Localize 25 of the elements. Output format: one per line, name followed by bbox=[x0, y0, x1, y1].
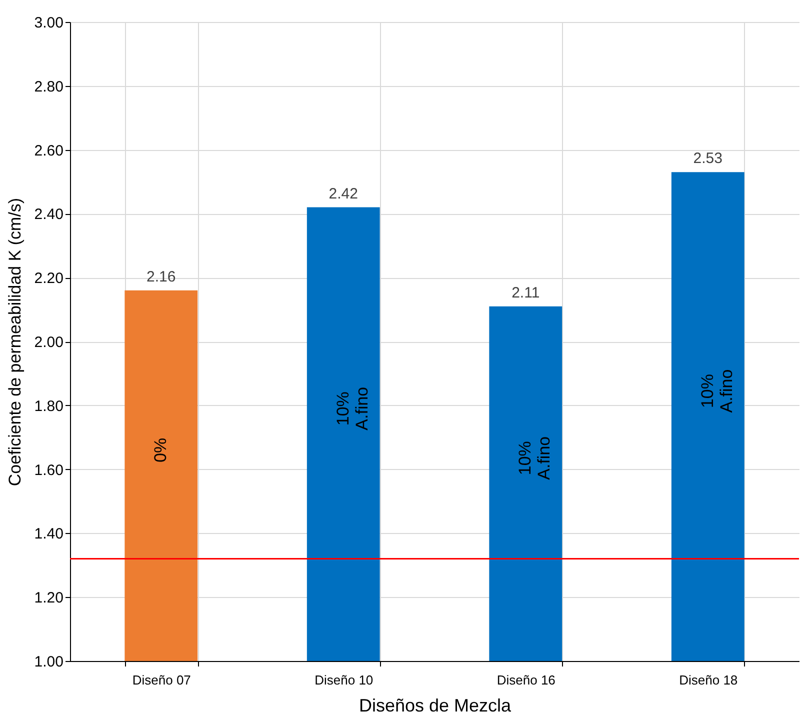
y-tick-label: 1.40 bbox=[34, 526, 64, 543]
y-tick-label: 2.60 bbox=[34, 142, 64, 160]
data-label: 2.42 bbox=[328, 185, 358, 202]
annotation: 10% A.fino bbox=[698, 369, 736, 413]
y-tick-label: 2.80 bbox=[34, 78, 64, 96]
y-tick-label: 3.00 bbox=[34, 14, 64, 32]
y-tick-label: 1.80 bbox=[34, 398, 64, 415]
data-label: 2.11 bbox=[512, 284, 540, 302]
y-tick-label: 1.60 bbox=[34, 462, 64, 479]
x-tick-label: Diseño 18 bbox=[679, 672, 738, 688]
annotation: 0% bbox=[151, 438, 170, 462]
x-tick-label: Diseño 16 bbox=[496, 672, 556, 688]
annotation: 10% A.fino bbox=[333, 386, 372, 430]
x-tick-label: Diseño 10 bbox=[314, 672, 374, 688]
y-tick-label: 2.40 bbox=[34, 206, 64, 224]
data-label: 2.16 bbox=[146, 268, 176, 286]
y-tick-label: 1.00 bbox=[34, 654, 64, 670]
y-axis-title: Coeficiente de permeabilidad K (cm/s) bbox=[5, 198, 24, 486]
y-tick-label: 2.20 bbox=[34, 270, 64, 288]
x-axis-title: Diseños de Mezcla bbox=[358, 696, 512, 716]
y-tick-label: 2.00 bbox=[34, 334, 64, 351]
annotation: 10% A.fino bbox=[516, 436, 554, 480]
y-tick-label: 1.20 bbox=[34, 590, 64, 607]
x-tick-label: Diseño 07 bbox=[132, 672, 191, 688]
data-label: 2.53 bbox=[693, 150, 722, 168]
